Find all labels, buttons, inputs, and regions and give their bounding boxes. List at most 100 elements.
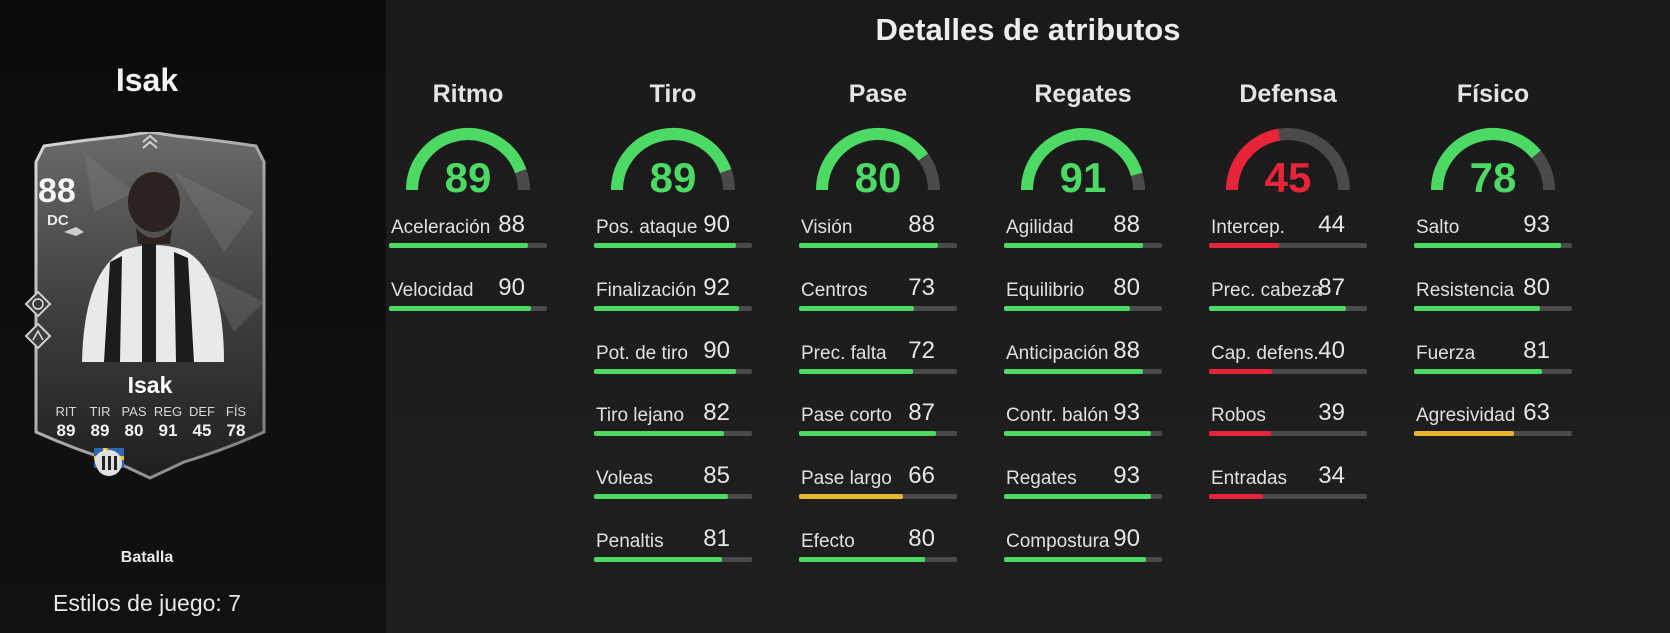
card-stat-value: 78 xyxy=(226,421,246,440)
attribute-name: Prec. cabeza xyxy=(1211,280,1322,301)
category-name: Defensa xyxy=(1239,80,1337,108)
newcastle-crest-icon xyxy=(96,450,122,476)
attribute-bar-track xyxy=(799,494,957,499)
attribute-bar-fill xyxy=(594,306,740,311)
playstyle-icon[interactable] xyxy=(24,322,52,350)
gauge-fill xyxy=(816,128,929,191)
attribute-bar-track xyxy=(799,431,957,436)
player-name-heading: Isak xyxy=(115,62,179,98)
player-photo-silhouette xyxy=(82,172,224,362)
attribute-bar-fill xyxy=(594,243,737,248)
gauge-ring xyxy=(1021,128,1145,191)
attribute-name: Pot. de tiro xyxy=(596,343,688,364)
attribute-row: Salto 93 xyxy=(1414,211,1572,251)
attribute-bar-track xyxy=(1004,306,1162,311)
card-stat: REG 91 xyxy=(151,404,185,441)
attribute-row: Voleas 85 xyxy=(594,462,752,502)
attribute-bar-fill xyxy=(799,494,904,499)
attribute-bar-fill xyxy=(799,369,913,374)
attribute-name: Voleas xyxy=(596,468,654,489)
attribute-row: Prec. falta 72 xyxy=(799,337,957,377)
attribute-bar-fill xyxy=(799,306,915,311)
attribute-value: 80 xyxy=(1113,274,1140,301)
attribute-bar-track xyxy=(594,306,752,311)
attribute-name: Velocidad xyxy=(391,280,474,301)
gauge-ring xyxy=(611,128,735,191)
attribute-bar-fill xyxy=(1414,306,1541,311)
attribute-bar-fill xyxy=(1004,306,1131,311)
attribute-bar-track xyxy=(799,369,957,374)
attribute-bar-track xyxy=(594,369,752,374)
attribute-bar-fill xyxy=(389,306,532,311)
attribute-column-3: Regates 91 Agilidad 88 Equilibrio 80 Anticipac… xyxy=(1004,80,1162,562)
attribute-name: Visión xyxy=(801,217,853,238)
player-card[interactable]: 88 DC Isak RIT 89 TIR 89 PAS 80 REG 91 DEF 45… xyxy=(24,132,276,492)
category-name: Ritmo xyxy=(432,80,504,108)
card-stat-label: TIR xyxy=(89,404,111,419)
attribute-bar-fill xyxy=(1414,243,1561,248)
category-gauge: 89 xyxy=(398,120,538,202)
attribute-column-2: Pase 80 Visión 88 Centros 73 Prec. falta 72 Pase… xyxy=(799,80,957,562)
card-stat-value: 45 xyxy=(192,421,212,440)
attribute-name: Agresividad xyxy=(1416,405,1516,426)
category-gauge: 91 xyxy=(1013,120,1153,202)
attribute-value: 93 xyxy=(1113,399,1140,426)
attribute-column-1: Tiro 89 Pos. ataque 90 Finalización 92 Pot. de… xyxy=(594,80,752,562)
card-stat-label: FÍS xyxy=(225,404,247,419)
attribute-value: 88 xyxy=(498,211,525,238)
attribute-row: Pase largo 66 xyxy=(799,462,957,502)
attribute-name: Anticipación xyxy=(1006,343,1109,364)
attribute-bar-fill xyxy=(594,557,722,562)
category-value: 78 xyxy=(1469,154,1517,201)
category-value: 45 xyxy=(1264,154,1312,201)
category-name: Físico xyxy=(1456,80,1530,108)
playstyles-count[interactable]: Estilos de juego: 7 xyxy=(53,590,241,616)
attribute-row: Resistencia 80 xyxy=(1414,274,1572,314)
attribute-row: Robos 39 xyxy=(1209,399,1367,439)
attribute-bar-track xyxy=(594,494,752,499)
attribute-row: Regates 93 xyxy=(1004,462,1162,502)
attribute-bar-track xyxy=(594,431,752,436)
attribute-column-4: Defensa 45 Intercep. 44 Prec. cabeza 87 Cap. d… xyxy=(1209,80,1367,499)
card-stat: FÍS 78 xyxy=(219,404,253,441)
playstyle-icon[interactable] xyxy=(24,290,52,318)
card-stat: DEF 45 xyxy=(185,404,219,441)
gauge-ring xyxy=(816,128,940,191)
attribute-value: 88 xyxy=(1113,337,1140,364)
attribute-name: Prec. falta xyxy=(801,343,887,364)
attribute-value: 81 xyxy=(703,525,730,552)
attribute-value: 88 xyxy=(1113,211,1140,238)
card-stat-value: 89 xyxy=(90,421,110,440)
attribute-bar-fill xyxy=(1004,557,1147,562)
attribute-name: Centros xyxy=(801,280,868,301)
attribute-name: Robos xyxy=(1211,405,1266,426)
attribute-row: Agresividad 63 xyxy=(1414,399,1572,439)
card-version-label: Batalla xyxy=(120,549,174,566)
attribute-bar-track xyxy=(799,557,957,562)
attribute-value: 92 xyxy=(703,274,730,301)
attribute-bar-track xyxy=(1414,243,1572,248)
category-gauge: 78 xyxy=(1423,120,1563,202)
attribute-name: Contr. balón xyxy=(1006,405,1109,426)
attribute-bar-fill xyxy=(799,557,926,562)
category-gauge: 80 xyxy=(808,120,948,202)
card-stat: TIR 89 xyxy=(83,404,117,441)
gauge-fill xyxy=(1226,128,1281,191)
attribute-bar-track xyxy=(1209,243,1367,248)
attribute-name: Compostura xyxy=(1006,531,1110,552)
attribute-row: Finalización 92 xyxy=(594,274,752,314)
attribute-bar-track xyxy=(1209,306,1367,311)
category-value: 91 xyxy=(1059,154,1107,201)
card-stat: RIT 89 xyxy=(49,404,83,441)
attribute-bar-fill xyxy=(1209,243,1279,248)
attribute-bar-fill xyxy=(1209,431,1271,436)
attribute-bar-fill xyxy=(1209,494,1263,499)
attribute-value: 39 xyxy=(1318,399,1345,426)
attribute-name: Efecto xyxy=(801,531,855,552)
attribute-value: 72 xyxy=(908,337,935,364)
attribute-bar-track xyxy=(389,243,547,248)
attribute-bar-track xyxy=(1004,243,1162,248)
attribute-column-0: Ritmo 89 Aceleración 88 Velocidad 90 xyxy=(389,80,547,311)
card-stat-label: RIT xyxy=(55,404,77,419)
attribute-name: Cap. defens. xyxy=(1211,343,1319,364)
